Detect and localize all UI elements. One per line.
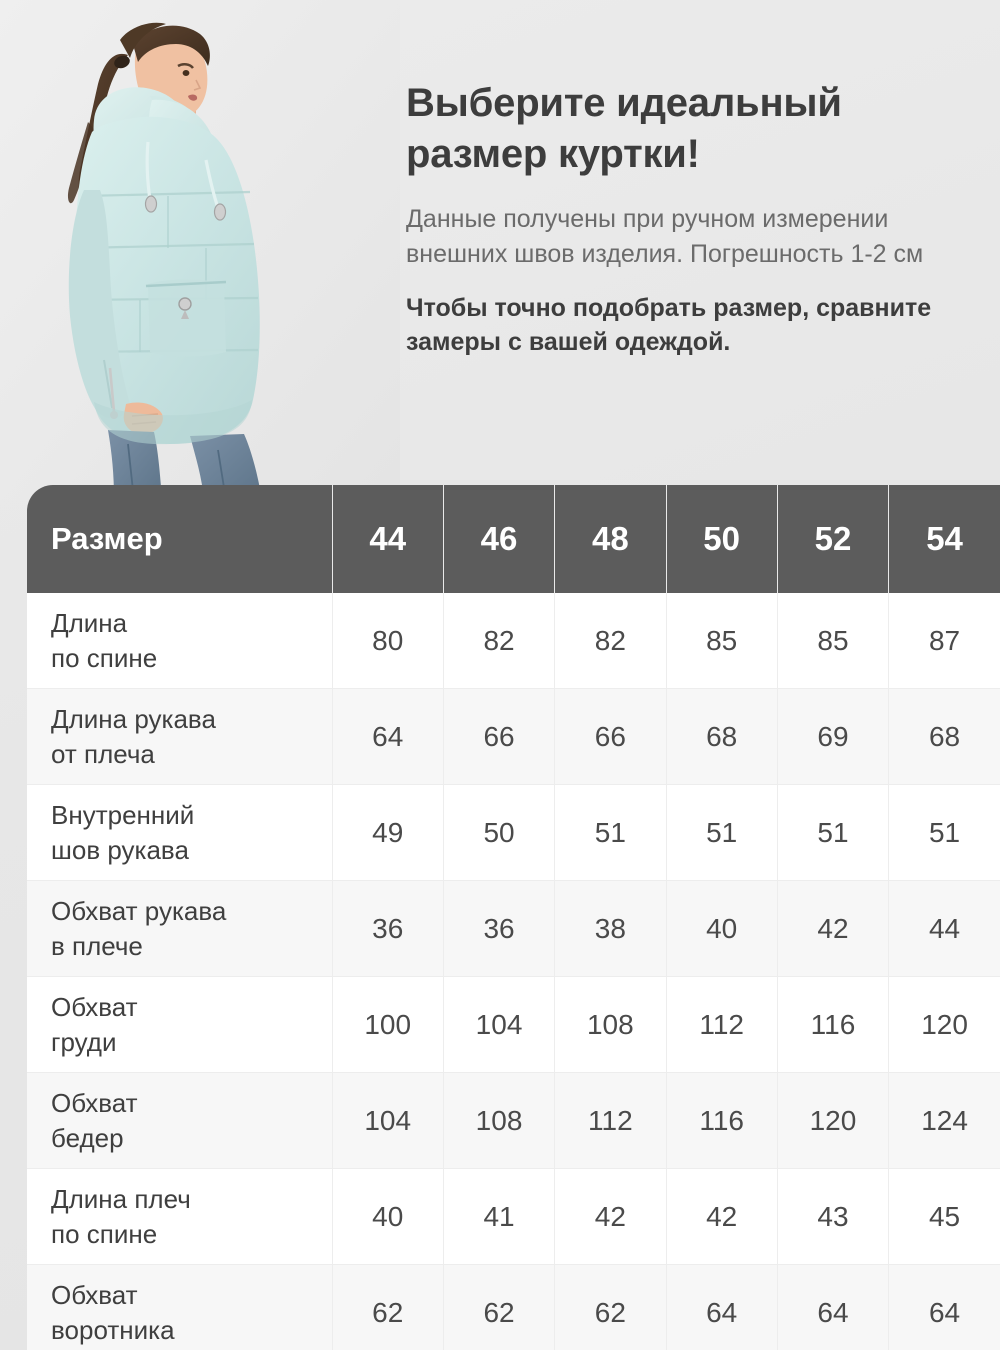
measurement-disclaimer: Данные получены при ручном измерении вне…: [406, 205, 924, 268]
header-cell-size-54[interactable]: 54: [888, 485, 1000, 593]
header-cell-size-48[interactable]: 48: [554, 485, 667, 593]
table-cell: 51: [888, 784, 1000, 881]
row-label: Обхват рукава в плече: [27, 880, 333, 977]
table-cell: 42: [554, 1168, 667, 1265]
table-cell: 49: [332, 784, 444, 881]
table-cell: 50: [443, 784, 556, 881]
header-cell-size-44[interactable]: 44: [332, 485, 444, 593]
jeans-right: [190, 434, 262, 500]
hair: [134, 25, 210, 66]
table-cell: 44: [888, 880, 1000, 977]
model-illustration: [0, 0, 400, 500]
table-cell: 69: [777, 688, 890, 785]
header-cell-label: Размер: [27, 485, 333, 593]
table-cell: 68: [666, 688, 778, 785]
table-cell: 42: [666, 1168, 778, 1265]
table-cell: 112: [554, 1072, 667, 1169]
row-label: Длина рукава от плеча: [27, 688, 333, 785]
table-cell: 41: [443, 1168, 556, 1265]
header-cell-size-52[interactable]: 52: [777, 485, 890, 593]
table-cell: 64: [666, 1264, 778, 1350]
table-cell: 45: [888, 1168, 1000, 1265]
table-row: Обхват рукава в плече 36 36 38 40 42 44: [27, 880, 1000, 977]
table-cell: 100: [332, 976, 444, 1073]
table-cell: 40: [332, 1168, 444, 1265]
table-row: Обхват воротника 62 62 62 64 64 64: [27, 1264, 1000, 1350]
sleeve: [68, 190, 130, 419]
row-label: Внутренний шов рукава: [27, 784, 333, 881]
table-cell: 62: [443, 1264, 556, 1350]
table-cell: 87: [888, 593, 1000, 689]
zip-charm: [178, 297, 192, 319]
table-cell: 51: [777, 784, 890, 881]
table-cell: 36: [332, 880, 444, 977]
table-cell: 104: [443, 976, 556, 1073]
page-title: Выберите идеальный размер куртки!: [406, 81, 842, 177]
header-cell-size-50[interactable]: 50: [666, 485, 778, 593]
table-cell: 36: [443, 880, 556, 977]
table-row: Внутренний шов рукава 49 50 51 51 51 51: [27, 784, 1000, 881]
table-cell: 85: [666, 593, 778, 689]
table-cell: 40: [666, 880, 778, 977]
table-cell: 62: [554, 1264, 667, 1350]
table-cell: 80: [332, 593, 444, 689]
header-cell-size-46[interactable]: 46: [443, 485, 556, 593]
table-cell: 51: [554, 784, 667, 881]
size-table-body: Длина по спине 80 82 82 85 85 87 Длина р…: [27, 593, 1000, 1350]
hero-section: Выберите идеальный размер куртки! Данные…: [0, 0, 1000, 500]
size-table-container: Размер 44 46 48 50 52 54 Длина по спине …: [27, 485, 1000, 1350]
table-row: Обхват бедер 104 108 112 116 120 124: [27, 1072, 1000, 1169]
table-cell: 82: [443, 593, 556, 689]
table-cell: 64: [332, 688, 444, 785]
table-cell: 120: [777, 1072, 890, 1169]
table-cell: 51: [666, 784, 778, 881]
table-row: Длина по спине 80 82 82 85 85 87: [27, 593, 1000, 689]
table-cell: 82: [554, 593, 667, 689]
table-cell: 66: [554, 688, 667, 785]
table-cell: 66: [443, 688, 556, 785]
table-cell: 43: [777, 1168, 890, 1265]
table-cell: 108: [554, 976, 667, 1073]
table-cell: 64: [888, 1264, 1000, 1350]
row-label: Длина по спине: [27, 593, 333, 689]
row-label: Обхват груди: [27, 976, 333, 1073]
size-table: Размер 44 46 48 50 52 54 Длина по спине …: [27, 485, 1000, 1350]
table-cell: 64: [777, 1264, 890, 1350]
table-cell: 42: [777, 880, 890, 977]
table-row: Длина рукава от плеча 64 66 66 68 69 68: [27, 688, 1000, 785]
table-cell: 85: [777, 593, 890, 689]
size-table-head: Размер 44 46 48 50 52 54: [27, 485, 1000, 593]
table-row: Длина плеч по спине 40 41 42 42 43 45: [27, 1168, 1000, 1265]
hero-text-block: Выберите идеальный размер куртки! Данные…: [406, 78, 966, 359]
table-cell: 68: [888, 688, 1000, 785]
row-label: Обхват воротника: [27, 1264, 333, 1350]
table-cell: 38: [554, 880, 667, 977]
table-row: Обхват груди 100 104 108 112 116 120: [27, 976, 1000, 1073]
table-cell: 104: [332, 1072, 444, 1169]
table-cell: 62: [332, 1264, 444, 1350]
table-cell: 108: [443, 1072, 556, 1169]
model-photo: [0, 0, 400, 500]
row-label: Обхват бедер: [27, 1072, 333, 1169]
header-row: Размер 44 46 48 50 52 54: [27, 485, 1000, 593]
table-cell: 116: [777, 976, 890, 1073]
table-cell: 116: [666, 1072, 778, 1169]
size-advice-note: Чтобы точно подобрать размер, сравните з…: [406, 293, 932, 357]
row-label: Длина плеч по спине: [27, 1168, 333, 1265]
table-cell: 112: [666, 976, 778, 1073]
table-cell: 124: [888, 1072, 1000, 1169]
jeans-left: [108, 430, 162, 500]
table-cell: 120: [888, 976, 1000, 1073]
